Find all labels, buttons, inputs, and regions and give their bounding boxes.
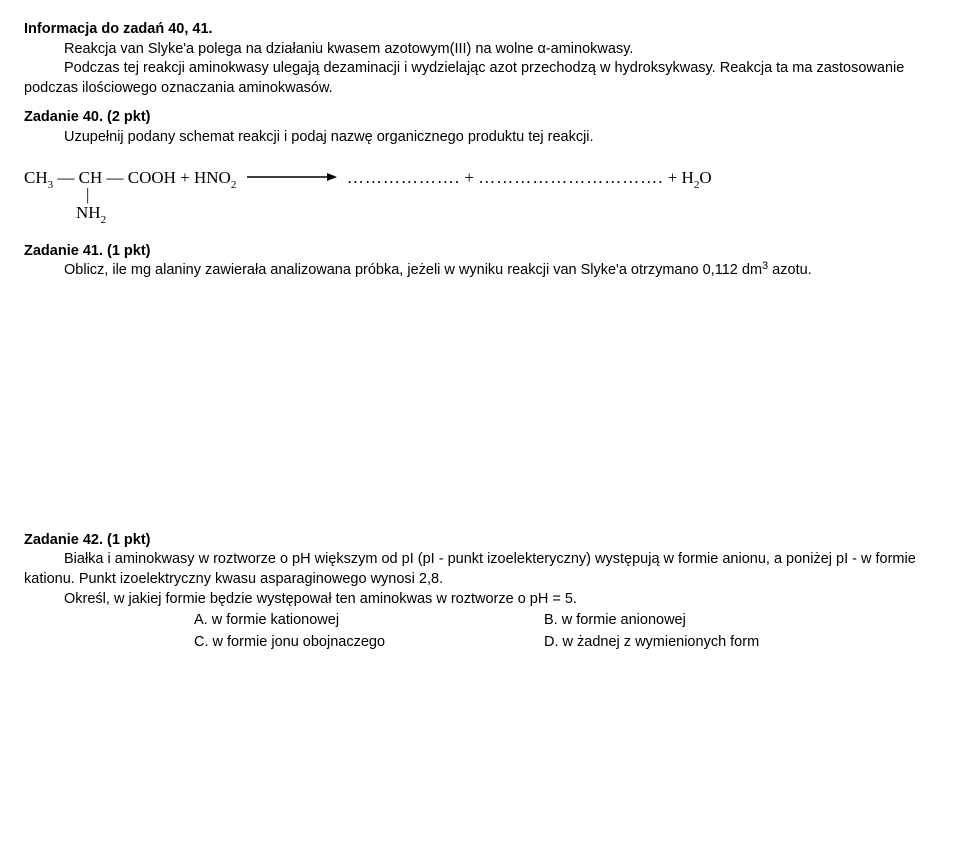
eq-plus2: + H [663,168,693,187]
eq-dash2: — [102,168,128,187]
task-41-title: Zadanie 41. (1 pkt) [24,242,936,262]
task-40-title: Zadanie 40. (2 pkt) [24,108,936,128]
eq-plus1: + [460,168,478,187]
eq-bond-line: | [86,186,712,203]
workspace-blank [24,281,936,521]
eq-ch3-sub: 3 [48,179,54,191]
task-41-text-a: Oblicz, ile mg alaniny zawierała analizo… [64,262,762,278]
reaction-arrow-icon [247,171,337,181]
eq-nh2-sub: 2 [101,214,107,226]
answer-b: B. w formie anionowej [544,611,894,631]
eq-nh: NH [76,203,101,222]
task-41-sup: 3 [762,260,768,272]
answer-a: A. w formie kationowej [194,611,544,631]
task-41-body: Oblicz, ile mg alaniny zawierała analizo… [24,261,936,281]
answer-row-1: A. w formie kationowej B. w formie anion… [194,611,936,631]
task-42-text-a: Białka i aminokwasy w roztworze o pH wię… [24,551,916,587]
answer-c: C. w formie jonu obojnaczego [194,633,544,653]
task-42-body-a: Białka i aminokwasy w roztworze o pH wię… [24,550,936,589]
eq-ch: CH [79,168,103,187]
eq-o: O [699,168,711,187]
task-42-title: Zadanie 42. (1 pkt) [24,531,936,551]
intro-text-2: Podczas tej reakcji aminokwasy ulegają d… [24,60,904,96]
task-40-body: Uzupełnij podany schemat reakcji i podaj… [24,128,936,148]
eq-blank-1: ………………. [347,168,460,187]
eq-ch3: CH [24,168,48,187]
intro-paragraph-2: Podczas tej reakcji aminokwasy ulegają d… [24,59,936,98]
intro-paragraph-1: Reakcja van Slyke'a polega na działaniu … [24,40,936,60]
eq-cooh: COOH + HNO [128,168,231,187]
task-42-body-b: Określ, w jakiej formie będzie występowa… [24,590,936,610]
eq-blank-2: …………………………. [478,168,663,187]
info-header: Informacja do zadań 40, 41. [24,20,936,40]
answer-row-2: C. w formie jonu obojnaczego D. w żadnej… [194,633,936,653]
task-41-text-b: azotu. [768,262,812,278]
alanine-structure: CH3 — CH — COOH + HNO2 ………………. + …………………… [24,169,712,223]
eq-hno2-sub: 2 [231,179,237,191]
chemical-equation: CH3 — CH — COOH + HNO2 ………………. + …………………… [24,169,936,223]
answer-d: D. w żadnej z wymienionych form [544,633,894,653]
eq-h2o-sub: 2 [694,179,700,191]
eq-dash1: — [53,168,79,187]
